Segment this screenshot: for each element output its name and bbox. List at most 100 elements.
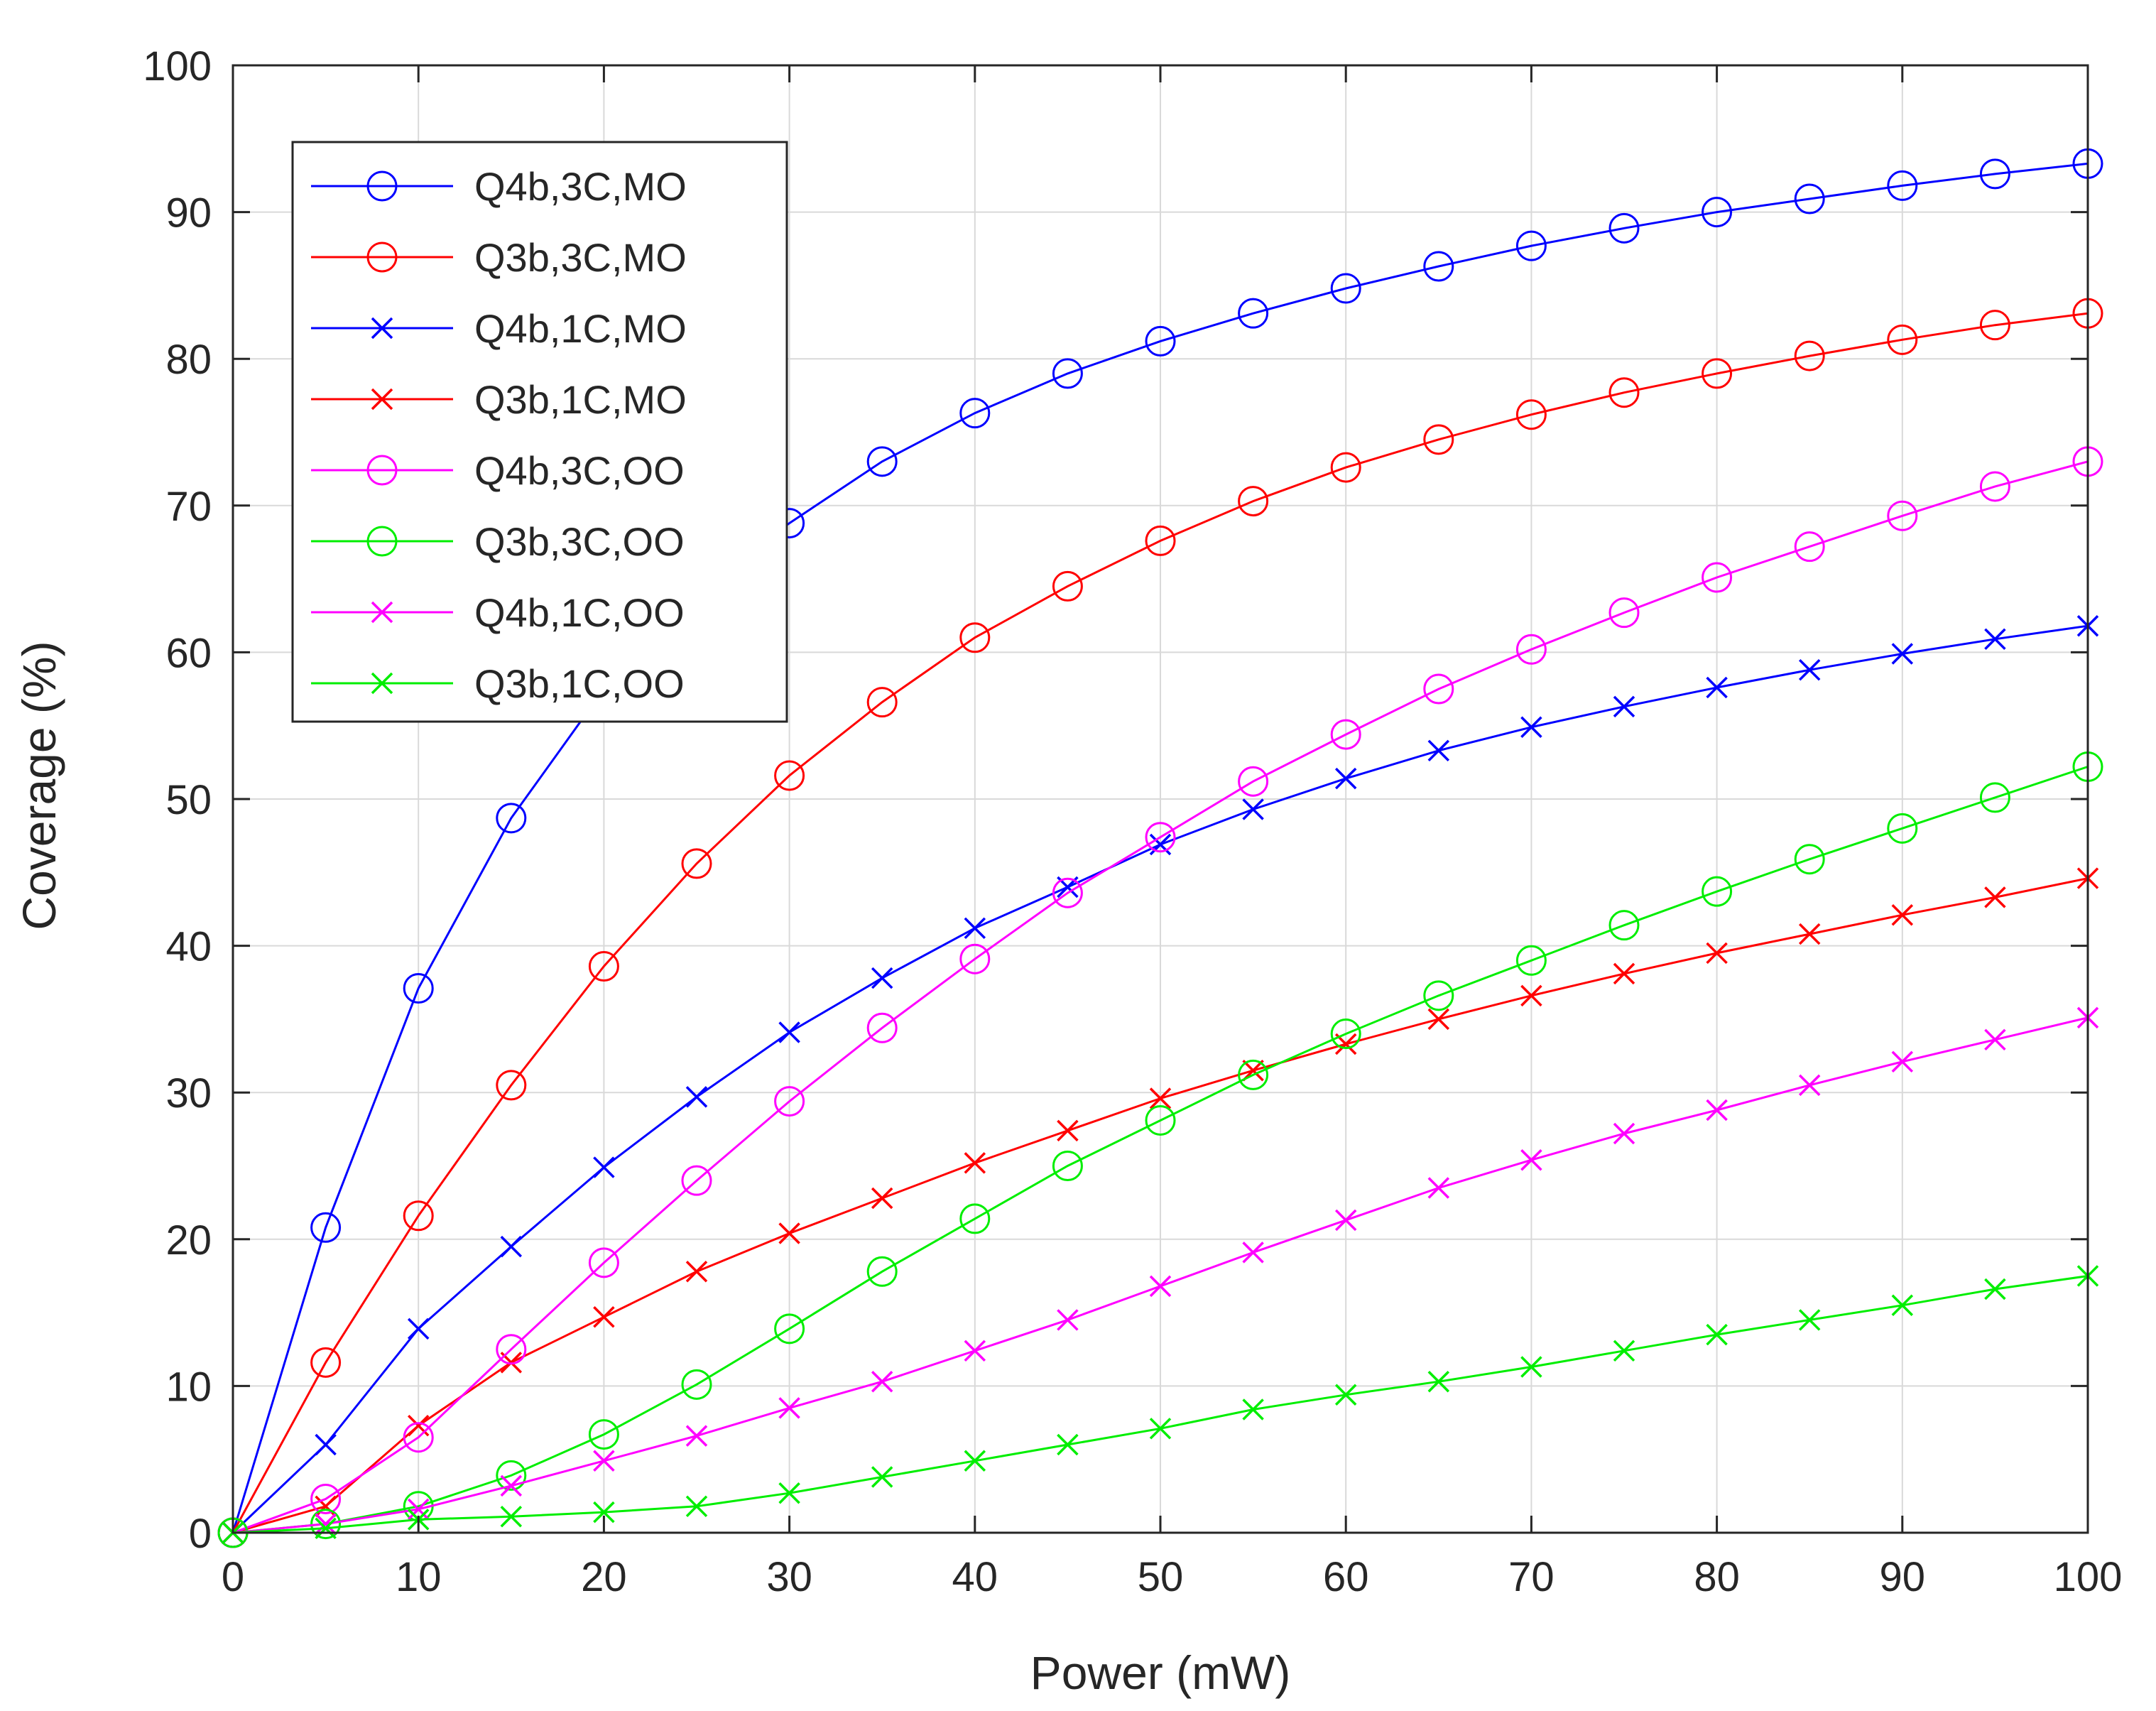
legend-label: Q3b,3C,MO — [474, 235, 687, 280]
data-point — [866, 1256, 898, 1287]
data-point — [1520, 1356, 1542, 1378]
data-point — [403, 973, 434, 1004]
x-tick-label: 90 — [1880, 1554, 1926, 1600]
data-point — [1520, 1149, 1542, 1171]
legend-label: Q4b,3C,MO — [474, 164, 687, 209]
data-point — [681, 848, 712, 879]
data-point — [496, 803, 527, 834]
data-point — [1427, 1177, 1450, 1199]
data-point — [1149, 1418, 1172, 1440]
data-point — [1608, 212, 1640, 244]
data-point — [1423, 251, 1454, 282]
data-point — [685, 1086, 708, 1108]
data-point — [1984, 1278, 2006, 1300]
data-point — [1145, 822, 1176, 853]
data-point — [1702, 562, 1733, 593]
legend-marker — [366, 455, 398, 486]
data-point — [1891, 1294, 1914, 1317]
data-point — [1427, 1370, 1450, 1393]
data-point — [1979, 158, 2010, 190]
data-point — [1979, 310, 2010, 341]
x-tick-label: 20 — [581, 1554, 627, 1600]
x-tick-label: 70 — [1508, 1554, 1555, 1600]
data-point — [1334, 1384, 1357, 1406]
data-point — [1330, 273, 1361, 304]
data-point — [681, 1165, 712, 1196]
legend-label: Q4b,1C,MO — [474, 306, 687, 351]
series-line — [232, 460, 2089, 1534]
series-q4b-1c-mo — [222, 614, 2099, 1544]
legend-label: Q4b,3C,OO — [474, 448, 685, 493]
data-point — [1238, 766, 1269, 797]
x-tick-label: 60 — [1323, 1554, 1369, 1600]
legend-marker — [366, 170, 398, 202]
data-point — [964, 1152, 986, 1174]
data-point — [1613, 695, 1635, 718]
y-tick-label: 90 — [165, 190, 212, 237]
data-point — [1238, 298, 1269, 329]
y-tick-label: 70 — [165, 484, 212, 530]
y-tick-label: 40 — [165, 924, 212, 970]
data-point — [1613, 962, 1635, 985]
legend-marker — [371, 388, 393, 411]
data-point — [1423, 980, 1454, 1011]
data-point — [778, 1021, 800, 1043]
data-point — [871, 967, 893, 989]
data-point — [593, 1306, 615, 1328]
x-tick-label: 80 — [1694, 1554, 1740, 1600]
data-point — [681, 1369, 712, 1400]
data-point — [1330, 719, 1361, 750]
data-point — [1979, 782, 2010, 813]
data-point — [1891, 643, 1914, 665]
data-point — [1702, 358, 1733, 389]
data-point — [774, 1313, 805, 1345]
legend-box — [291, 141, 788, 723]
data-point — [964, 1340, 986, 1362]
y-tick-label: 50 — [165, 777, 212, 823]
y-axis-title: Coverage (%) — [13, 641, 65, 930]
data-point — [1887, 170, 1918, 201]
series-q3b-1c-oo — [222, 1265, 2099, 1544]
data-point — [1515, 634, 1547, 665]
data-point — [1515, 945, 1547, 976]
data-point — [871, 1187, 893, 1210]
data-point — [1520, 984, 1542, 1007]
legend-marker — [371, 672, 393, 695]
data-point — [1052, 570, 1083, 602]
x-tick-label: 40 — [952, 1554, 998, 1600]
data-point — [403, 1422, 434, 1453]
data-point — [1145, 1104, 1176, 1136]
data-point — [1798, 658, 1821, 681]
data-point — [1057, 1309, 1079, 1331]
series-q3b-3c-mo — [217, 298, 2103, 1548]
data-point — [496, 1070, 527, 1101]
data-point — [1515, 399, 1547, 430]
data-point — [1052, 877, 1083, 908]
legend-marker — [366, 241, 398, 273]
data-point — [1427, 1008, 1450, 1031]
data-point — [1334, 767, 1357, 790]
data-point — [778, 1397, 800, 1419]
legend-label: Q3b,1C,OO — [474, 661, 685, 706]
series-line — [232, 766, 2089, 1534]
data-point — [866, 1012, 898, 1043]
data-point — [1887, 324, 1918, 355]
data-point — [685, 1261, 708, 1283]
legend-entry: Q4b,1C,MO — [311, 306, 687, 351]
legend-entry: Q3b,3C,OO — [311, 519, 685, 564]
data-point — [1613, 1122, 1635, 1145]
series-line — [232, 312, 2089, 1533]
data-point — [1706, 1323, 1728, 1346]
data-point — [500, 1506, 523, 1528]
data-point — [1798, 923, 1821, 945]
data-point — [593, 1450, 615, 1472]
legend-entry: Q4b,3C,MO — [311, 164, 687, 209]
data-point — [1149, 1087, 1172, 1109]
data-point — [588, 951, 619, 982]
data-point — [1242, 1398, 1264, 1421]
data-point — [866, 687, 898, 718]
data-point — [1515, 230, 1547, 261]
data-point — [315, 1513, 337, 1535]
legend: Q4b,3C,MO Q3b,3C,MO Q4b,1C,MO Q3b,1C,MO Q4b,… — [291, 141, 788, 723]
data-point — [593, 1156, 615, 1178]
